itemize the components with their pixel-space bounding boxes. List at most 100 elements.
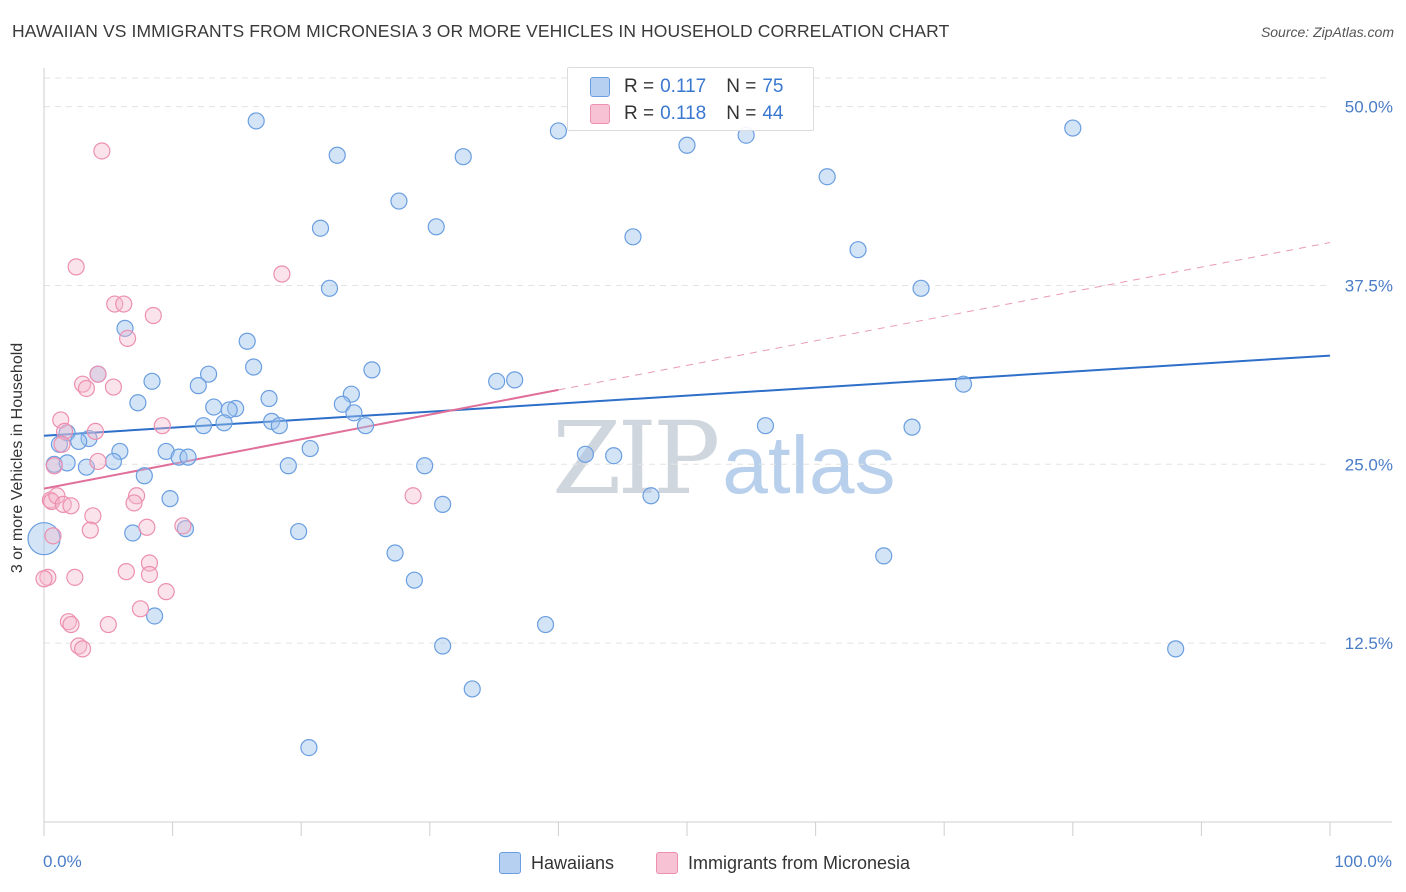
hawaiians-point: [220, 401, 238, 419]
hawaiians-point: [356, 417, 375, 435]
legend-item-hawaiians[interactable]: Hawaiians: [499, 852, 614, 874]
hawaiians-point: [849, 241, 867, 259]
micronesia-point: [81, 521, 99, 539]
source-credit: Source: ZipAtlas.com: [1260, 24, 1394, 40]
hawaiians-point: [642, 487, 660, 505]
hawaiians-point: [311, 219, 330, 237]
hawaiians-point: [189, 377, 207, 395]
hawaiians-point: [270, 417, 288, 435]
stats-legend-row-micronesia: R = 0.118 N = 44: [590, 102, 784, 126]
micronesia-point: [86, 422, 105, 440]
hawaiians-point: [427, 218, 445, 236]
hawaiians-point: [170, 448, 188, 466]
micronesia-point: [106, 295, 124, 313]
micronesia-legend-swatch: [656, 852, 678, 874]
micronesia-point: [89, 452, 107, 471]
hawaiians-point: [434, 637, 452, 655]
hawaiians-point: [143, 372, 161, 390]
hawaiians-point: [176, 520, 195, 538]
legend-label-hawaiians: Hawaiians: [531, 852, 615, 873]
micronesia-point: [44, 527, 62, 545]
y-tick-label: 12.5%: [1345, 634, 1393, 653]
hawaiians-point: [290, 522, 308, 541]
micronesia-point: [404, 487, 422, 505]
watermark-atlas: atlas: [722, 420, 896, 511]
hawaiians-point: [363, 361, 381, 379]
micronesia-point: [77, 379, 96, 398]
r-value: 0.118: [660, 103, 707, 124]
hawaiians-point: [463, 680, 481, 698]
hawaiians-point: [247, 112, 265, 130]
hawaiians-point: [390, 192, 408, 210]
micronesia-point: [93, 142, 111, 160]
axes: [43, 68, 1392, 836]
legend-item-micronesia[interactable]: Immigrants from Micronesia: [656, 852, 910, 874]
hawaiians-point: [80, 429, 98, 448]
hawaiians-point: [912, 279, 930, 297]
hawaiians-point: [756, 417, 775, 435]
micronesia-point: [117, 563, 135, 581]
hawaiians-point: [678, 136, 696, 154]
hawaiians-point: [58, 454, 76, 472]
micronesia-point: [84, 507, 102, 525]
y-axis-label: 3 or more Vehicles in Household: [9, 342, 26, 574]
micronesia-point: [140, 565, 159, 584]
hawaiians-point: [245, 358, 263, 376]
micronesia-point: [174, 517, 192, 535]
legend-label-micronesia: Immigrants from Micronesia: [688, 852, 911, 873]
x-tick-label-min: 0.0%: [43, 852, 82, 871]
hawaiians-point: [454, 148, 472, 166]
micronesia-point: [35, 570, 53, 588]
micronesia-point: [138, 518, 156, 536]
x-tick-label-max: 100.0%: [1334, 852, 1392, 871]
r-label: R =: [624, 76, 655, 97]
series-micronesia-points: [35, 142, 422, 658]
hawaiians-point: [227, 399, 245, 418]
hawaiians-point: [104, 452, 123, 471]
hawaiians-point: [488, 372, 506, 390]
micronesia-point: [45, 457, 63, 475]
hawaiians-point: [506, 371, 524, 389]
hawaiians-point: [70, 432, 88, 451]
hawaiians-point: [194, 417, 213, 435]
micronesia-point: [115, 295, 133, 313]
hawaiians-point: [549, 122, 568, 140]
hawaiians-point: [238, 332, 256, 350]
micronesia-point: [89, 365, 107, 383]
micronesia-point: [48, 487, 66, 505]
hawaiians-point: [215, 414, 233, 432]
hawaiians-point: [300, 738, 318, 757]
n-value: 75: [762, 76, 784, 97]
y-tick-label: 37.5%: [1345, 276, 1393, 295]
micronesia-trend-extension: [558, 242, 1331, 391]
micronesia-point: [118, 329, 137, 347]
hawaiians-point: [954, 375, 973, 393]
hawaiians-legend-swatch: [499, 852, 521, 874]
hawaiians-point: [260, 389, 278, 408]
hawaiians-point: [345, 404, 363, 422]
watermark: ZIPatlas: [552, 400, 896, 517]
hawaiians-point: [161, 490, 179, 508]
hawaiians-trend-line: [43, 354, 1331, 437]
hawaiians-point: [301, 439, 319, 458]
series-hawaiians-points: [27, 112, 1185, 757]
micronesia-point: [67, 258, 85, 276]
micronesia-point: [73, 640, 92, 658]
hawaiians-point: [818, 168, 836, 186]
hawaiians-point: [434, 495, 452, 513]
n-label: N =: [726, 103, 757, 124]
micronesia-point: [157, 583, 175, 601]
hawaiians-point: [1064, 119, 1082, 137]
micronesia-point: [273, 265, 291, 283]
micronesia-trend-line: [43, 388, 559, 490]
hawaiians-point: [279, 457, 297, 475]
hawaiians-point: [129, 394, 147, 412]
micronesia-point: [66, 568, 84, 586]
hawaiians-point: [135, 467, 153, 485]
hawaiians-point: [605, 447, 623, 465]
micronesia-point: [62, 497, 80, 515]
hawaiians-point: [1167, 640, 1185, 658]
micronesia-point: [62, 615, 80, 634]
micronesia-swatch: [590, 104, 610, 124]
